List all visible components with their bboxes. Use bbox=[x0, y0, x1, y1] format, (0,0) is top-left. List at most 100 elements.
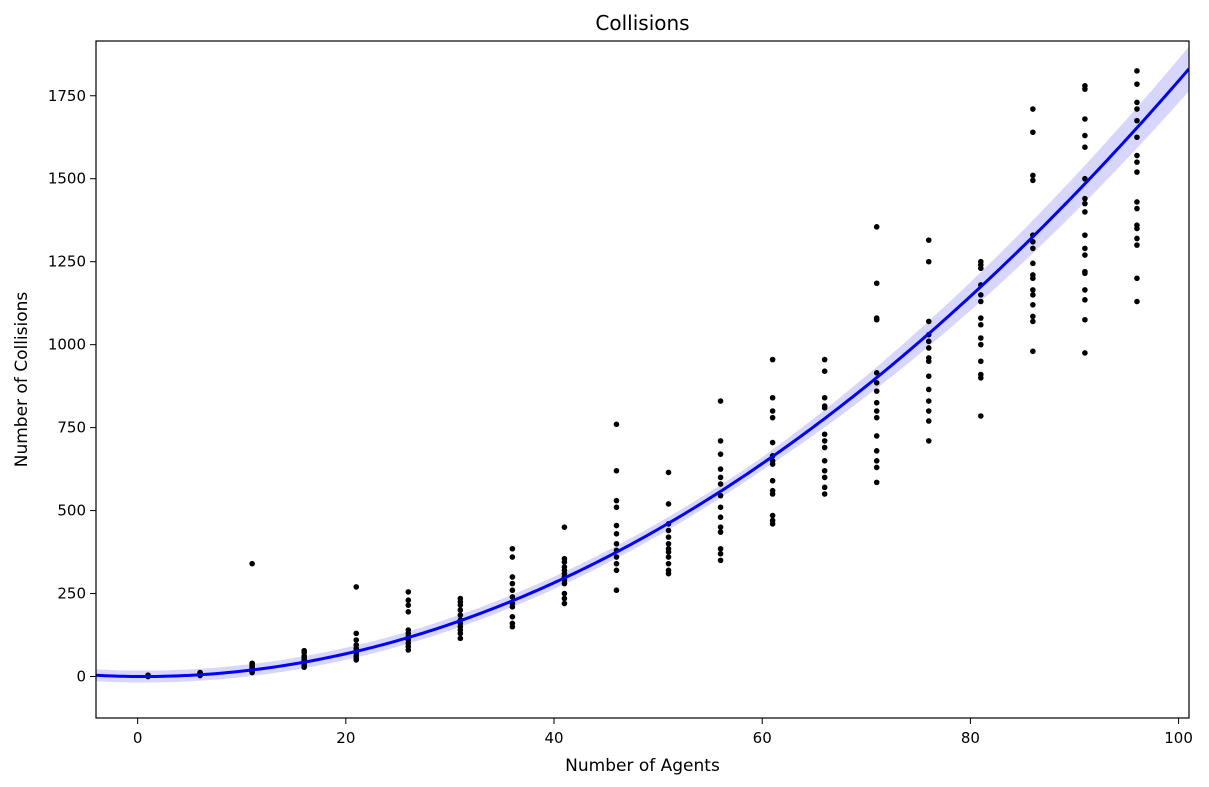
data-point bbox=[978, 292, 984, 298]
data-point bbox=[613, 560, 620, 567]
data-point bbox=[821, 403, 828, 409]
data-point bbox=[561, 590, 568, 597]
data-point bbox=[1134, 68, 1140, 74]
data-point bbox=[925, 418, 932, 424]
data-point bbox=[1030, 238, 1036, 245]
data-point bbox=[509, 574, 516, 580]
data-point bbox=[717, 481, 724, 487]
data-point bbox=[613, 567, 620, 574]
data-point bbox=[1082, 195, 1088, 202]
data-point bbox=[613, 587, 620, 594]
data-point bbox=[821, 444, 828, 451]
x-tick-label: 40 bbox=[544, 729, 563, 747]
data-point bbox=[717, 557, 724, 564]
data-point bbox=[1030, 302, 1036, 308]
x-axis-ticks: 0 20 40 60 80 100 bbox=[133, 718, 1193, 747]
x-tick-label: 0 bbox=[133, 729, 143, 747]
data-point bbox=[405, 627, 412, 633]
data-point bbox=[1134, 134, 1140, 141]
data-point bbox=[1030, 318, 1036, 325]
data-point bbox=[353, 630, 360, 637]
y-axis-label: Number of Collisions bbox=[12, 292, 32, 468]
data-point bbox=[665, 534, 672, 540]
data-point bbox=[873, 380, 880, 386]
data-point bbox=[821, 474, 828, 481]
data-point bbox=[717, 451, 724, 457]
data-point bbox=[769, 439, 776, 446]
data-point bbox=[873, 458, 880, 464]
data-point bbox=[717, 529, 724, 535]
y-tick-label: 0 bbox=[76, 668, 86, 686]
data-point bbox=[301, 647, 307, 654]
data-point bbox=[925, 258, 932, 265]
data-point bbox=[1134, 199, 1140, 205]
data-point bbox=[717, 545, 724, 552]
data-point bbox=[769, 477, 776, 484]
data-point bbox=[1134, 169, 1140, 175]
data-point bbox=[873, 414, 880, 421]
x-tick-label: 60 bbox=[753, 729, 772, 747]
data-point bbox=[1030, 129, 1036, 136]
data-point bbox=[1030, 348, 1036, 355]
data-point bbox=[665, 560, 672, 567]
data-point bbox=[821, 491, 828, 497]
data-point bbox=[1030, 313, 1036, 320]
data-point bbox=[613, 554, 620, 560]
confidence-band-layer bbox=[96, 46, 1189, 683]
data-point bbox=[821, 356, 828, 363]
data-point bbox=[1134, 117, 1140, 124]
data-point bbox=[978, 298, 984, 305]
data-point bbox=[717, 438, 724, 444]
scatter-points-layer bbox=[145, 68, 1140, 680]
data-point bbox=[821, 467, 828, 474]
data-point bbox=[457, 635, 464, 642]
data-point bbox=[717, 398, 724, 404]
data-point bbox=[925, 338, 932, 345]
data-point bbox=[873, 408, 880, 414]
data-point bbox=[613, 522, 620, 529]
data-point bbox=[457, 595, 464, 602]
data-point bbox=[561, 595, 568, 602]
data-point bbox=[821, 394, 828, 401]
data-point bbox=[978, 258, 984, 265]
data-point bbox=[769, 356, 776, 363]
data-point bbox=[1134, 152, 1140, 159]
x-tick-label: 100 bbox=[1164, 729, 1193, 747]
data-point bbox=[1082, 252, 1088, 258]
y-tick-label: 1750 bbox=[48, 87, 86, 105]
data-point bbox=[561, 600, 568, 607]
data-point bbox=[665, 567, 672, 574]
data-point bbox=[665, 501, 672, 507]
data-point bbox=[561, 524, 568, 530]
data-point bbox=[405, 589, 412, 595]
data-point bbox=[717, 474, 724, 481]
data-point bbox=[1134, 275, 1140, 282]
data-point bbox=[353, 637, 360, 643]
data-point bbox=[717, 524, 724, 530]
data-point bbox=[509, 594, 516, 600]
data-point bbox=[1030, 106, 1036, 112]
data-point bbox=[873, 479, 880, 486]
data-point bbox=[1134, 159, 1140, 165]
data-point bbox=[1030, 260, 1036, 267]
data-point bbox=[1134, 222, 1140, 228]
data-point bbox=[1082, 209, 1088, 215]
data-point bbox=[509, 620, 516, 627]
data-point bbox=[821, 438, 828, 444]
data-point bbox=[769, 487, 776, 494]
data-point bbox=[509, 613, 516, 620]
chart-title: Collisions bbox=[595, 11, 689, 35]
data-point bbox=[457, 607, 464, 613]
data-point bbox=[821, 458, 828, 464]
data-point bbox=[457, 612, 464, 618]
y-tick-label: 750 bbox=[57, 419, 86, 437]
data-point bbox=[873, 315, 880, 321]
data-point bbox=[1082, 268, 1088, 275]
data-point bbox=[873, 280, 880, 287]
data-point bbox=[1082, 297, 1088, 303]
data-point bbox=[717, 504, 724, 511]
data-point bbox=[1082, 200, 1088, 207]
data-point bbox=[769, 414, 776, 421]
data-point bbox=[509, 545, 516, 552]
